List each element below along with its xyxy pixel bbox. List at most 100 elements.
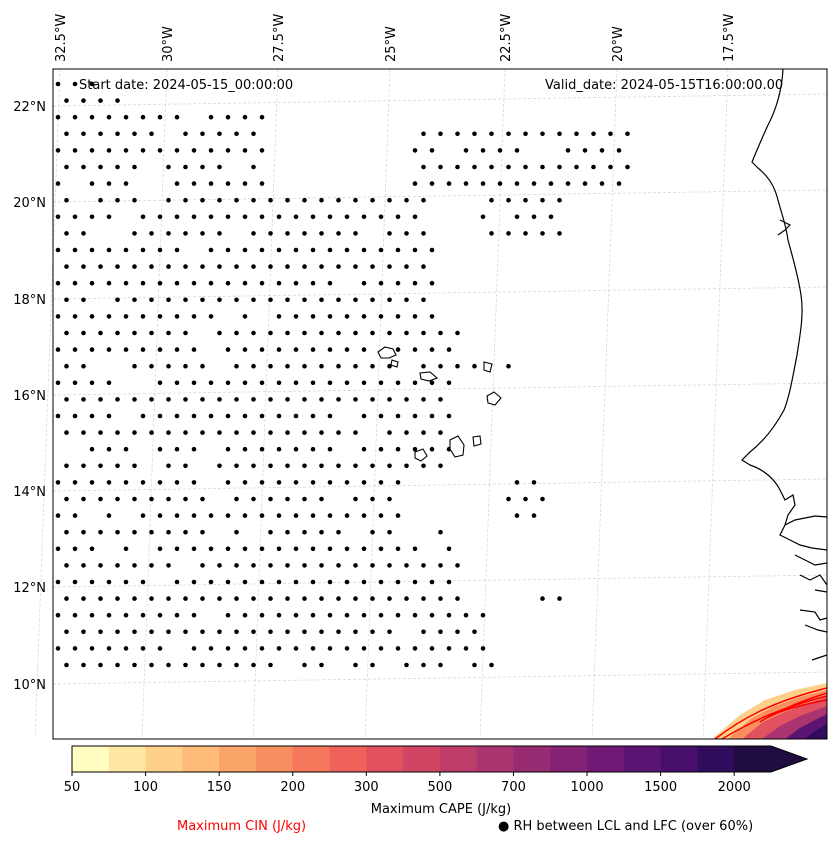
colorbar-tick-label: 1500 xyxy=(644,780,677,795)
rh-dot xyxy=(132,231,137,236)
rh-dot xyxy=(506,496,511,502)
lon-gridline xyxy=(252,68,279,740)
rh-dot xyxy=(276,480,282,485)
rh-dot xyxy=(242,380,248,386)
rh-dot xyxy=(506,164,511,170)
rh-dot xyxy=(140,480,146,485)
rh-dot xyxy=(361,579,367,585)
rh-dot xyxy=(370,662,375,668)
rh-dot xyxy=(55,314,61,319)
rh-dot xyxy=(285,596,290,601)
rh-dot xyxy=(183,629,188,635)
rh-dot xyxy=(191,579,197,585)
rh-dot xyxy=(387,264,392,269)
rh-dot xyxy=(361,546,367,552)
rh-dot xyxy=(157,612,163,618)
rh-dot xyxy=(55,612,61,618)
rh-dot xyxy=(166,330,171,336)
cape-colorbar xyxy=(71,745,809,773)
rh-dot xyxy=(191,413,197,419)
rh-dot xyxy=(412,646,418,651)
rh-dot xyxy=(64,297,69,303)
rh-dot xyxy=(123,181,129,186)
rh-dot xyxy=(378,579,384,585)
rh-dot xyxy=(81,363,86,369)
rh-dot xyxy=(81,330,86,336)
rh-dot xyxy=(140,513,146,518)
rh-dot xyxy=(166,629,171,635)
rh-dot xyxy=(132,363,137,369)
rh-dot xyxy=(191,480,197,485)
rh-dot xyxy=(200,529,205,535)
rh-dot xyxy=(242,480,248,485)
rh-dot xyxy=(404,197,409,203)
rh-dot xyxy=(72,347,78,352)
rh-dot xyxy=(480,148,486,153)
rh-dot xyxy=(285,330,290,336)
rh-dot xyxy=(276,513,282,518)
rh-dot xyxy=(574,164,579,170)
rh-dot xyxy=(259,247,265,253)
rh-dot xyxy=(140,214,146,220)
rh-dot xyxy=(310,280,316,286)
rh-dot xyxy=(310,314,316,319)
rh-dot xyxy=(302,363,307,369)
rh-dot xyxy=(191,513,197,518)
rh-dot xyxy=(89,280,95,286)
rh-dot xyxy=(217,330,222,336)
rh-dot xyxy=(327,646,333,651)
rh-dot xyxy=(327,480,333,485)
cin-contours xyxy=(714,687,828,740)
rh-dot xyxy=(285,264,290,269)
rh-dot xyxy=(200,662,205,668)
rh-dot xyxy=(191,546,197,552)
rh-dot xyxy=(378,480,384,485)
rh-dot xyxy=(200,496,205,502)
rh-dot xyxy=(81,529,86,535)
rh-dot xyxy=(81,131,86,137)
rh-dot xyxy=(98,131,103,137)
rh-dot xyxy=(157,546,163,552)
rh-dot xyxy=(115,397,120,402)
rh-dot xyxy=(395,513,401,518)
rh-dot xyxy=(327,446,333,452)
rh-dot xyxy=(174,214,180,220)
rh-dot xyxy=(370,363,375,369)
rh-dot xyxy=(251,264,256,269)
rh-dot xyxy=(115,98,120,103)
lat-tick-label: 16°N xyxy=(13,389,46,404)
rh-dot xyxy=(200,297,205,303)
rh-dot xyxy=(259,579,265,585)
rh-dot xyxy=(361,446,367,452)
rh-dot xyxy=(217,629,222,635)
rh-dot xyxy=(132,131,137,137)
rh-dot xyxy=(429,347,435,352)
rh-dot xyxy=(200,131,205,137)
colorbar-extend-arrow xyxy=(734,746,807,772)
colorbar-segment xyxy=(108,746,147,772)
rh-dot xyxy=(268,563,273,568)
rh-dot xyxy=(429,280,435,286)
rh-dot xyxy=(183,330,188,336)
rh-dot xyxy=(234,496,239,502)
rh-dot xyxy=(123,480,129,485)
rh-dot xyxy=(361,247,367,253)
rh-dot xyxy=(259,446,265,452)
rh-dot xyxy=(217,264,222,269)
rh-dot xyxy=(64,363,69,369)
rh-dot xyxy=(455,164,460,170)
rh-dot xyxy=(310,214,316,220)
rh-dot xyxy=(302,496,307,502)
rh-dot xyxy=(106,214,112,220)
rh-dot xyxy=(55,81,61,87)
rh-dot xyxy=(387,297,392,303)
rh-dot xyxy=(336,330,341,336)
rh-dot xyxy=(310,247,316,253)
rh-dot xyxy=(276,347,282,352)
rh-dot xyxy=(336,264,341,269)
rh-dot xyxy=(106,579,112,585)
rh-dot xyxy=(344,579,350,585)
rh-dot xyxy=(259,646,265,651)
rh-dot xyxy=(599,148,605,153)
rh-dot xyxy=(140,280,146,286)
